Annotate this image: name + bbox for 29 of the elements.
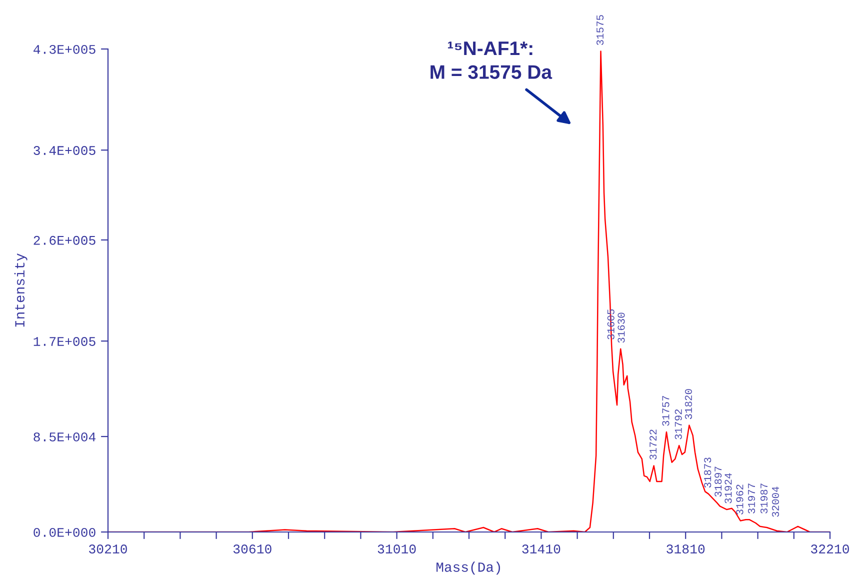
- x-tick-label: 31410: [522, 544, 560, 554]
- annotation: 31792: [674, 409, 682, 440]
- y-axis-title: Intensity: [14, 253, 28, 327]
- y-tick-label: 1.7E+005: [34, 337, 96, 346]
- annotation: 31977: [748, 484, 756, 514]
- annotation: 31897: [714, 466, 722, 497]
- x-tick-label: 32210: [811, 544, 849, 554]
- x-axis-title: Mass(Da): [436, 562, 500, 575]
- x-tick-label: 30210: [89, 544, 127, 554]
- annotation: 31575: [596, 15, 604, 46]
- y-tick-label: 0.0E+000: [34, 528, 96, 537]
- annotation: ¹⁵N-AF1*: M = 31575 Da: [430, 42, 552, 79]
- annotation: 32004: [772, 486, 780, 517]
- y-tick-label: 2.6E+005: [34, 236, 96, 245]
- y-tick-label: 4.3E+005: [34, 44, 96, 54]
- x-tick-label: 31010: [378, 544, 416, 554]
- x-tick-label: 31810: [666, 544, 705, 554]
- annotation: 31962: [736, 484, 744, 515]
- annotation: 31987: [760, 484, 768, 514]
- annotation: 31605: [607, 309, 614, 340]
- annotation: 31722: [650, 430, 657, 460]
- annotation: 31873: [704, 458, 712, 488]
- annotation: 31820: [684, 389, 692, 420]
- y-tick-label: 8.5E+004: [34, 432, 96, 442]
- annotation: 31924: [724, 473, 732, 504]
- annotation: 31630: [618, 312, 625, 343]
- annotation: 31757: [662, 396, 670, 426]
- y-tick-label: 3.4E+005: [34, 146, 96, 156]
- x-tick-label: 30610: [233, 544, 272, 554]
